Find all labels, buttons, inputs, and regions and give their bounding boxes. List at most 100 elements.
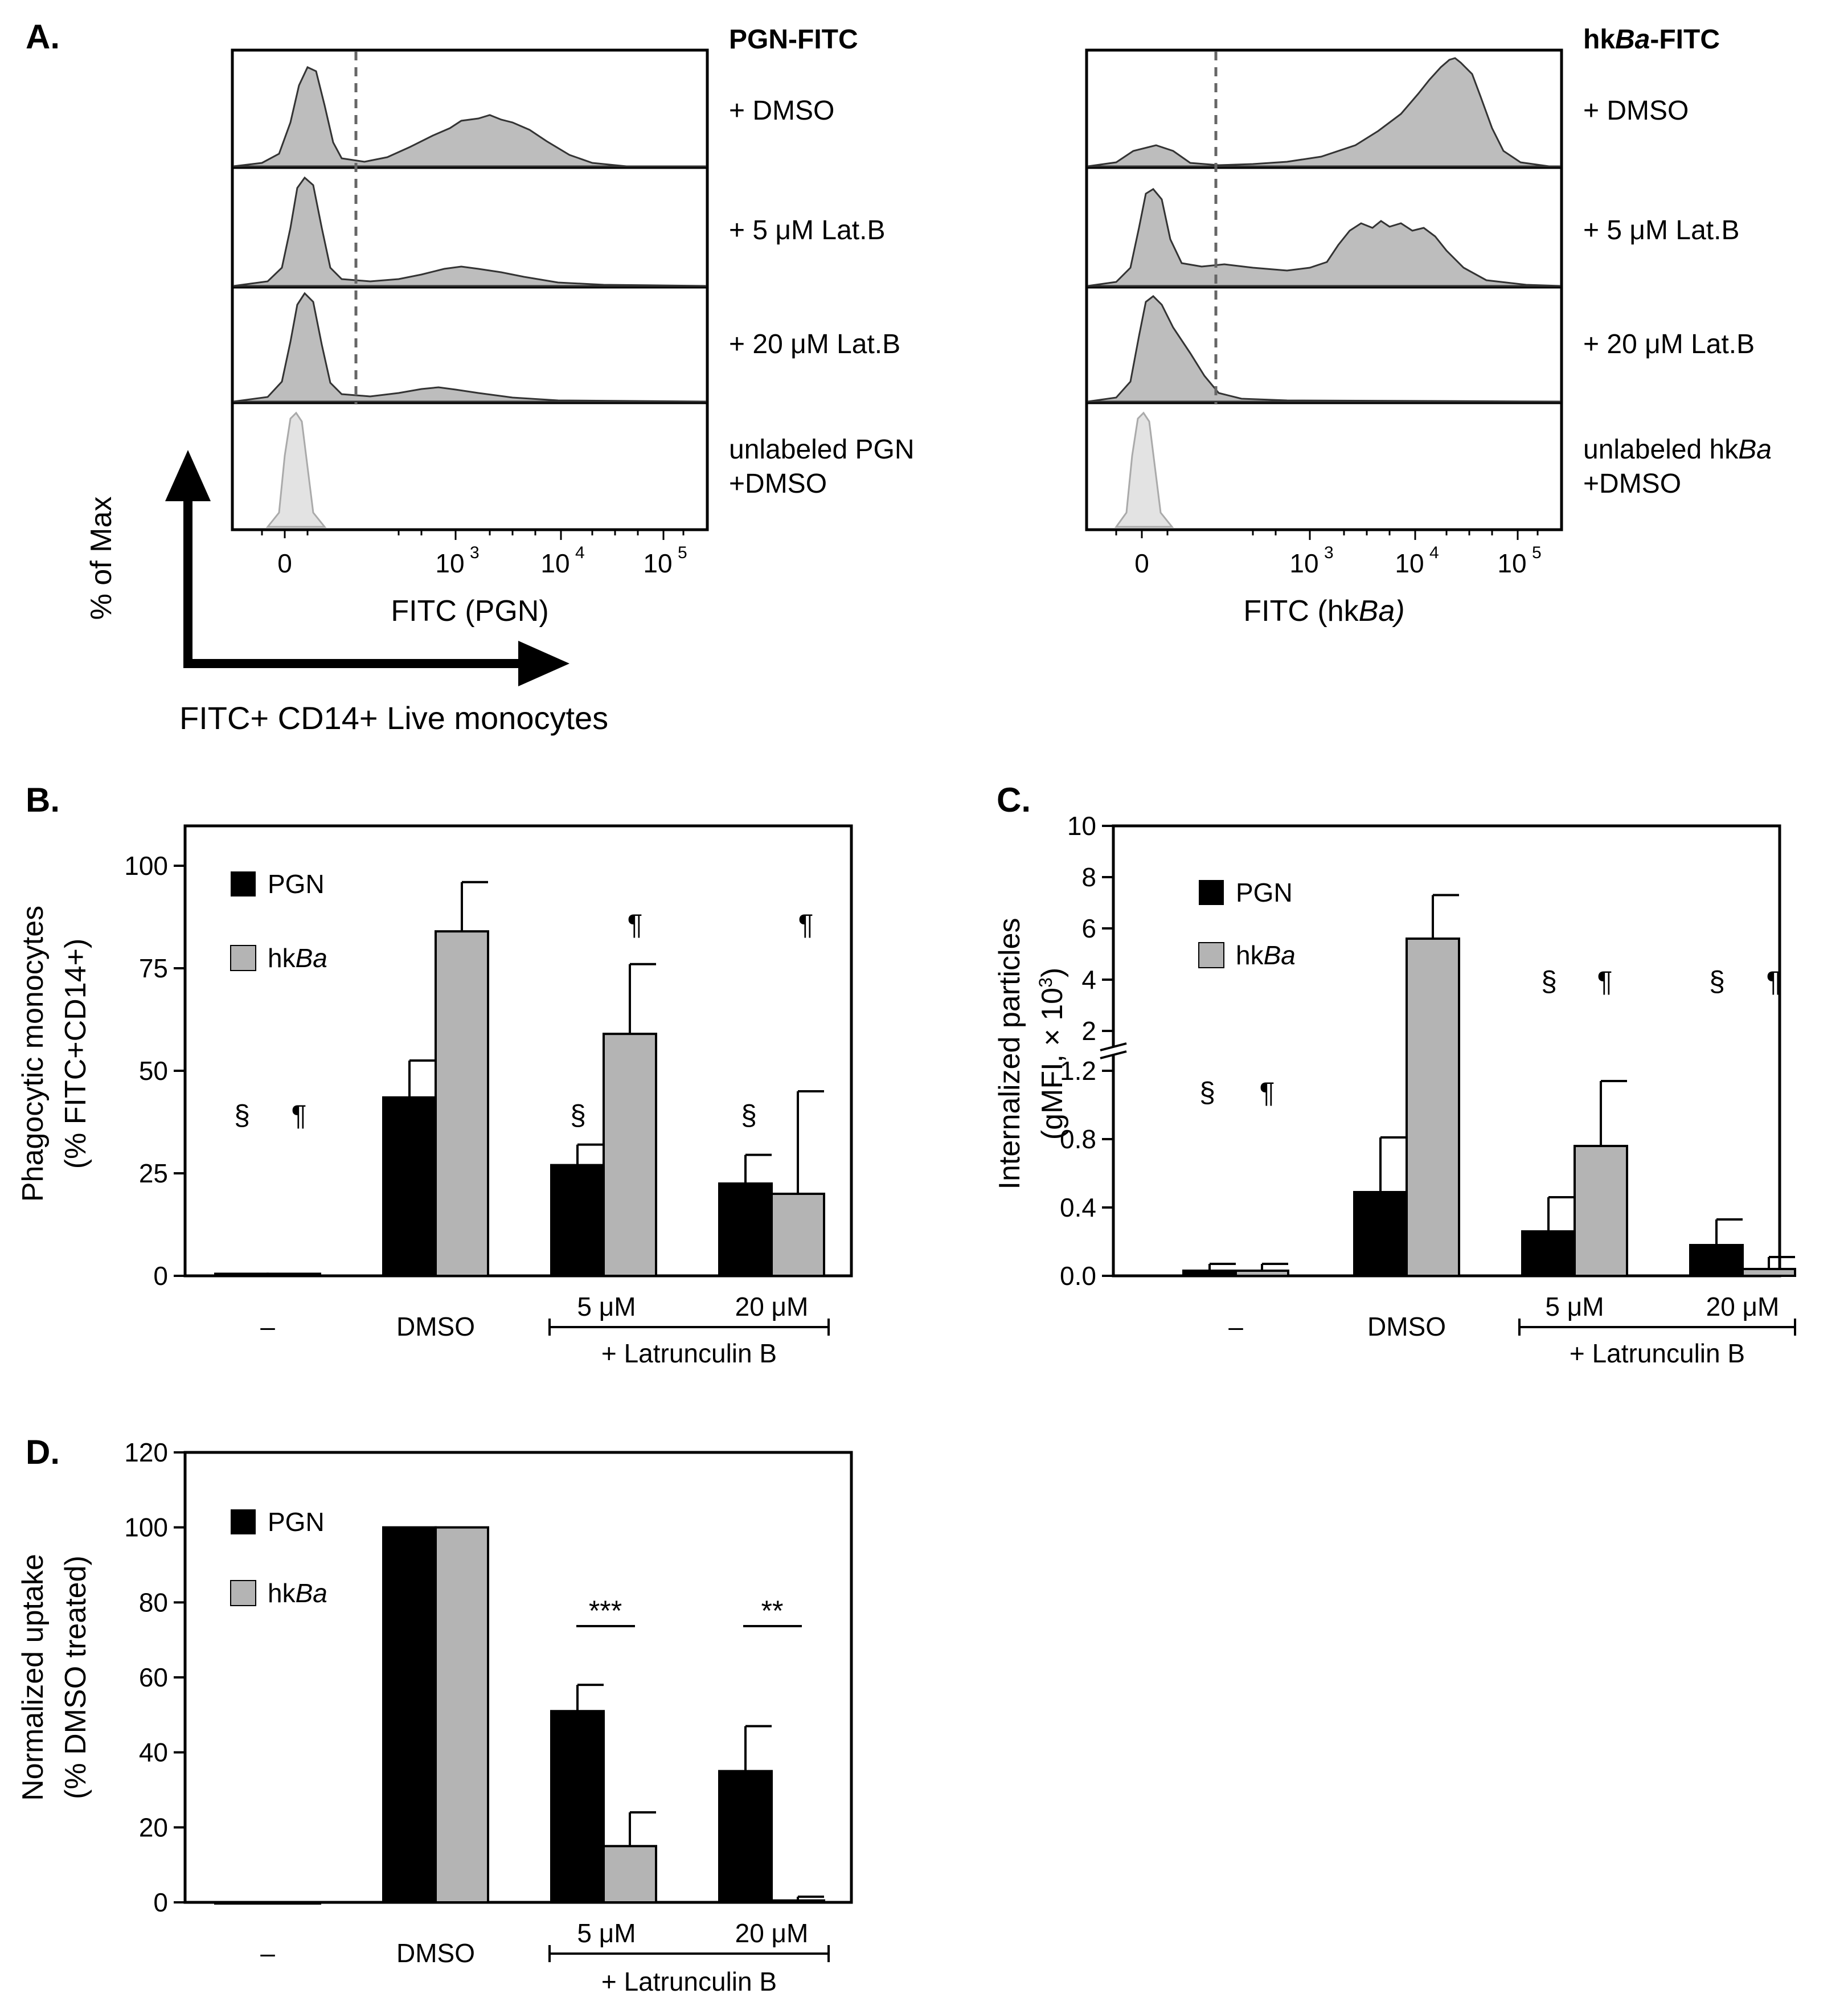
panel-b-bar-hkba-1: [435, 930, 489, 1277]
panel-c-symbol-5: §: [1709, 965, 1725, 997]
panel-c-axis-break-mark-2: [1100, 1050, 1127, 1059]
panel-d: D. 0 20 40 60 80 100 120 Normalized uptake (% …: [17, 1433, 853, 1996]
panel-c-bar-hkba-2: [1574, 1145, 1628, 1277]
panel-c-legend-hkba-swatch: [1198, 942, 1224, 968]
hist-hkba-tick-10-3: 10: [1289, 548, 1318, 578]
panel-d-sig-5um: ***: [589, 1595, 622, 1627]
panel-d-xcat-dmso: DMSO: [396, 1938, 475, 1968]
panel-d-bar-pgn-0: [214, 1901, 269, 1905]
panel-b-legend-hkba-swatch: [230, 945, 256, 971]
axis-arrows: % of Max FITC+ CD14+ Live monocytes: [85, 450, 608, 736]
hist-pgn-tick-10-3: 10: [435, 548, 464, 578]
hist-pgn-row-20um: + 20 μM Lat.B: [729, 329, 900, 359]
panel-c-bar-pgn-3: [1689, 1244, 1744, 1277]
hist-hkba-tick-exp-5: 5: [1532, 543, 1542, 562]
panel-b-ytick-label-0: 0: [153, 1261, 168, 1291]
panel-c-xcat-dmso: DMSO: [1367, 1312, 1446, 1341]
panel-c-ytick-high-label-3: 8: [1081, 862, 1096, 892]
hist-hkba-tick-0: 0: [1134, 548, 1149, 578]
hist-pgn-tick-exp-4: 4: [575, 543, 585, 562]
hist-pgn-tick-exp-5: 5: [678, 543, 687, 562]
hist-hkba-unlabeled: [1114, 411, 1174, 528]
panel-d-ytick-label-0: 0: [153, 1888, 168, 1917]
panel-b-yaxis: 0 25 50 75 100: [124, 851, 185, 1291]
hist-pgn-unlabeled: [265, 411, 327, 528]
panel-d-bar-pgn-2: [550, 1710, 605, 1903]
panel-c-bar-pgn-1: [1353, 1191, 1408, 1277]
hist-pgn-title: PGN-FITC: [729, 24, 858, 55]
panel-b-ytick-label-3: 75: [139, 953, 168, 983]
hist-pgn-row-dmso: + DMSO: [729, 96, 834, 126]
hist-hkba-tick-10-4: 10: [1395, 548, 1424, 578]
hist-pgn-row-5um: + 5 μM Lat.B: [729, 215, 885, 245]
panel-c: C. 0.0 0.4 0.8 1.2 2 4 6 8 10 Internalized parti…: [993, 781, 1796, 1368]
panel-d-ytick-label-4: 80: [139, 1587, 168, 1617]
panel-d-xcat-none: –: [260, 1938, 275, 1968]
panel-b-bar-pgn-3: [718, 1182, 773, 1277]
panel-c-ytick-high-label-2: 6: [1081, 914, 1096, 943]
panel-d-bar-hkba-3: [771, 1899, 825, 1903]
panel-c-ylabel-1: Internalized particles: [993, 918, 1026, 1190]
panel-c-ytick-low-label-3: 1.2: [1060, 1056, 1096, 1086]
panel-d-ytick-label-6: 120: [124, 1438, 168, 1467]
panel-d-legend-pgn-swatch: [231, 1509, 256, 1534]
panel-c-ytick-low-label-2: 0.8: [1060, 1124, 1096, 1154]
hist-pgn-row-unlabeled-dmso: +DMSO: [729, 469, 827, 499]
panel-b-bar-hkba-0: [267, 1272, 321, 1277]
panel-b-ytick-label-4: 100: [124, 851, 168, 881]
panel-b-bars: [214, 881, 825, 1278]
panel-b-xcat-5um: 5 μM: [577, 1292, 636, 1321]
panel-b-bar-hkba-2: [603, 1033, 657, 1277]
hist-hkba-row-dmso: + DMSO: [1583, 96, 1689, 126]
panel-d-ytick-label-2: 40: [139, 1738, 168, 1767]
hist-plot-hkba-frame: [1085, 48, 1563, 531]
panel-b-bar-pgn-0: [214, 1272, 269, 1277]
hist-hkba-row-unlabeled: unlabeled hkBa: [1583, 435, 1772, 465]
panel-d-ytick-label-1: 20: [139, 1812, 168, 1842]
panel-d-legend-hkba-swatch: [230, 1580, 256, 1606]
hist-hkba-tick-exp-3: 3: [1324, 543, 1334, 562]
panel-d-bar-hkba-0: [267, 1901, 321, 1905]
panel-a-label: A.: [26, 18, 60, 56]
panel-b-symbol-1: §: [234, 1099, 250, 1131]
hist-hkba-row-5um: + 5 μM Lat.B: [1583, 215, 1739, 245]
panel-b-ylabel-1: Phagocytic monocytes: [17, 906, 50, 1202]
panel-b-bar-pgn-1: [382, 1096, 437, 1278]
panel-b-legend-hkba: hkBa: [268, 943, 327, 973]
hist-hkba-5um: [1087, 188, 1561, 287]
panel-c-symbol-1: §: [1199, 1076, 1215, 1108]
panel-c-bars: [1182, 894, 1796, 1277]
hist-pgn-tick-0: 0: [277, 548, 292, 578]
panel-c-bar-pgn-2: [1521, 1230, 1576, 1277]
panel-c-legend-hkba: hkBa: [1236, 940, 1296, 970]
panel-b-symbol-6: §: [741, 1099, 757, 1131]
hist-plot-pgn-frame: [231, 48, 709, 531]
panel-b-legend-pgn: PGN: [268, 869, 325, 899]
panel-c-symbol-2: ¶: [1260, 1076, 1275, 1108]
hist-hkba-20um: [1087, 295, 1561, 403]
hist-pgn-tick-exp-3: 3: [470, 543, 480, 562]
hist-hkba-tick-labels: 0 10 3 10 4 10 5: [1134, 543, 1541, 578]
x-arrow-label: FITC+ CD14+ Live monocytes: [179, 700, 608, 736]
panel-c-legend-pgn: PGN: [1236, 878, 1293, 907]
hist-hkba-row-unlabeled-dmso: +DMSO: [1583, 469, 1681, 499]
panel-c-xcat-5um: 5 μM: [1545, 1292, 1604, 1321]
panel-a: A. 0 10 3 10 4: [26, 18, 1772, 736]
panel-b-frame: [183, 824, 853, 1278]
y-arrow-label: % of Max: [85, 497, 118, 620]
y-arrow-head: [165, 450, 211, 501]
panel-c-symbol-3: §: [1541, 965, 1557, 997]
panel-d-bar-hkba-1: [435, 1526, 489, 1904]
panel-c-ytick-high-label-1: 4: [1081, 965, 1096, 994]
hist-pgn-tick-labels: 0 10 3 10 4 10 5: [277, 543, 687, 578]
panel-b-symbol-3: ¶: [628, 908, 643, 940]
panel-c-ytick-high-label-4: 10: [1067, 811, 1096, 841]
panel-c-legend-pgn-swatch: [1199, 880, 1224, 905]
panel-b-bar-hkba-3: [771, 1193, 825, 1277]
panel-c-ylabel-2: (gMFI, × 103): [1035, 968, 1069, 1140]
panel-d-ylabel-2: (% DMSO treated): [59, 1555, 92, 1799]
panel-c-bar-hkba-3: [1742, 1268, 1796, 1277]
panel-c-xcat-none: –: [1228, 1312, 1243, 1341]
hist-pgn-tick-10-4: 10: [540, 548, 569, 578]
panel-c-bar-pgn-0: [1182, 1270, 1237, 1277]
